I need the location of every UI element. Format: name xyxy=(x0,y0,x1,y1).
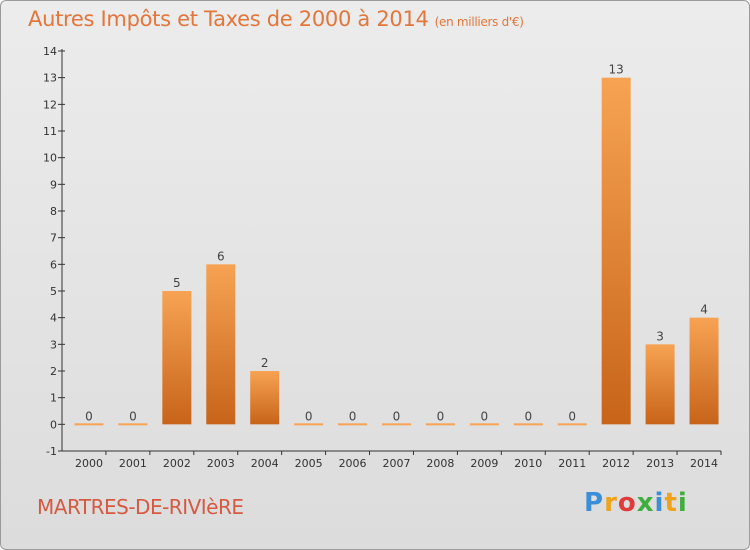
bar xyxy=(601,77,631,425)
bar xyxy=(557,423,587,426)
x-tick-label: 2006 xyxy=(339,457,367,470)
brand-logo[interactable]: Proxiti xyxy=(584,488,688,518)
bar xyxy=(250,371,280,425)
data-label: 0 xyxy=(349,409,357,423)
title-text: Autres Impôts et Taxes de 2000 à 2014 xyxy=(28,7,429,31)
data-label: 0 xyxy=(305,409,313,423)
brand-letter: x xyxy=(636,488,655,518)
bar xyxy=(469,423,499,426)
y-tick-label: 6 xyxy=(50,258,57,271)
data-label: 5 xyxy=(173,276,181,290)
data-labels: 0 0 5 6 2 0 0 0 0 0 0 0 13 3 4 xyxy=(85,63,708,424)
chart-subtitle: (en milliers d'€) xyxy=(434,15,524,29)
bar xyxy=(74,423,104,426)
y-tick-label: 14 xyxy=(43,45,57,58)
bar xyxy=(425,423,455,426)
y-tick-label: 9 xyxy=(50,178,57,191)
data-label: 13 xyxy=(609,63,624,77)
x-tick-label: 2012 xyxy=(602,457,630,470)
bar xyxy=(206,264,236,425)
data-label: 0 xyxy=(85,409,93,423)
x-tick-label: 2000 xyxy=(75,457,103,470)
bar xyxy=(382,423,411,426)
x-tick-label: 2013 xyxy=(646,457,674,470)
y-tick-label: 2 xyxy=(50,365,57,378)
x-tick-label: 2009 xyxy=(470,457,498,470)
y-tick-label: 7 xyxy=(50,232,57,245)
brand-letter: P xyxy=(584,488,605,518)
x-tick-label: 2005 xyxy=(295,457,323,470)
bar xyxy=(162,291,192,425)
x-tick-label: 2001 xyxy=(119,457,147,470)
x-tick-label: 2011 xyxy=(558,457,586,470)
brand-letter: t xyxy=(664,488,678,518)
bar xyxy=(689,317,719,425)
chart-title: Autres Impôts et Taxes de 2000 à 2014 (en… xyxy=(28,7,524,31)
brand-letter: i xyxy=(677,488,688,518)
y-tick-label: 8 xyxy=(50,205,57,218)
y-tick-label: 0 xyxy=(50,418,57,431)
bars xyxy=(74,77,719,426)
data-label: 0 xyxy=(524,409,532,423)
data-label: 0 xyxy=(481,409,489,423)
brand-letter: r xyxy=(604,488,618,518)
brand-letter: i xyxy=(654,488,665,518)
data-label: 0 xyxy=(129,409,137,423)
y-tick-label: 12 xyxy=(43,98,57,111)
data-label: 0 xyxy=(393,409,401,423)
commune-name: MARTRES-DE-RIVIèRE xyxy=(37,495,244,519)
y-tick-label: 5 xyxy=(50,285,57,298)
bar xyxy=(645,344,675,425)
x-tick-label: 2010 xyxy=(514,457,542,470)
y-tick-label: 4 xyxy=(50,312,57,325)
bar xyxy=(118,423,148,426)
y-tick-label: -1 xyxy=(46,445,57,458)
brand-letter: o xyxy=(617,488,637,518)
x-tick-label: 2008 xyxy=(426,457,454,470)
data-label: 2 xyxy=(261,356,269,370)
bar xyxy=(338,423,368,426)
y-tick-label: 13 xyxy=(43,72,57,85)
y-tick-label: 3 xyxy=(50,338,57,351)
x-tick-label: 2003 xyxy=(207,457,235,470)
y-tick-label: 1 xyxy=(50,392,57,405)
bar xyxy=(294,423,324,426)
data-label: 6 xyxy=(217,249,225,263)
data-label: 3 xyxy=(656,329,664,343)
data-label: 4 xyxy=(700,303,708,317)
x-tick-label: 2014 xyxy=(690,457,718,470)
y-tick-label: 10 xyxy=(43,152,57,165)
bar xyxy=(513,423,543,426)
x-tick-label: 2002 xyxy=(163,457,191,470)
x-tick-label: 2007 xyxy=(383,457,411,470)
data-label: 0 xyxy=(437,409,445,423)
y-tick-label: 11 xyxy=(43,125,57,138)
x-tick-label: 2004 xyxy=(251,457,279,470)
data-label: 0 xyxy=(568,409,576,423)
